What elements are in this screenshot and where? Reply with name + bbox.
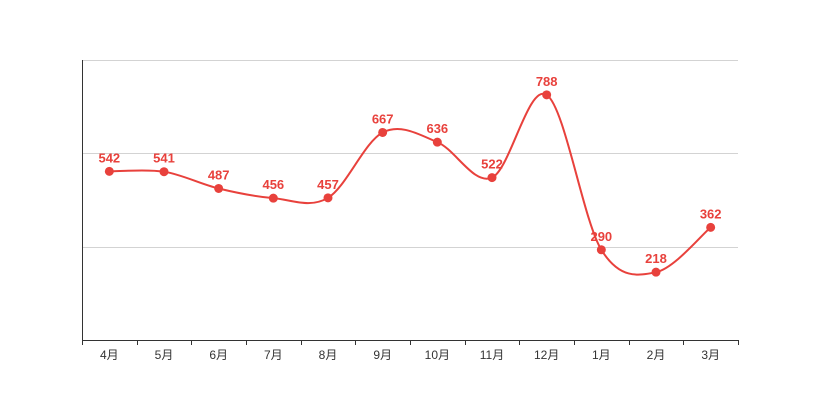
x-tick-label: 8月 — [319, 348, 338, 362]
data-label: 542 — [98, 150, 120, 165]
data-point[interactable] — [214, 183, 224, 193]
series-layer — [104, 90, 716, 277]
x-tick-label: 7月 — [264, 348, 283, 362]
data-label-layer: 542 541 487 456 457 667 636 522 788 290 218 362 — [98, 74, 721, 266]
x-tick-label: 11月 — [480, 348, 504, 362]
data-label: 457 — [317, 177, 339, 192]
data-label: 456 — [262, 177, 284, 192]
data-label: 667 — [372, 111, 394, 126]
x-tick-label: 2月 — [647, 348, 666, 362]
data-point[interactable] — [268, 193, 278, 203]
data-label: 541 — [153, 151, 175, 166]
data-point[interactable] — [432, 137, 442, 147]
x-tick-label: 4月 — [100, 348, 119, 362]
data-label: 487 — [208, 167, 230, 182]
x-tick-label: 1月 — [592, 348, 611, 362]
data-label: 636 — [426, 121, 448, 136]
data-point[interactable] — [323, 193, 333, 203]
data-point[interactable] — [596, 245, 606, 255]
grid-layer — [82, 60, 738, 248]
data-point[interactable] — [651, 267, 661, 277]
x-tick-label: 12月 — [534, 348, 559, 362]
data-point[interactable] — [706, 222, 716, 232]
x-tick-label: 10月 — [425, 348, 450, 362]
data-point[interactable] — [159, 167, 169, 177]
axis-layer: 4月 5月 6月 7月 8月 9月 10月 11月 12月 1月 2月 3月 — [82, 60, 739, 362]
x-tick-label: 9月 — [373, 348, 392, 362]
data-point[interactable] — [487, 173, 497, 183]
data-label: 362 — [700, 206, 722, 221]
data-label: 218 — [645, 251, 667, 266]
data-point[interactable] — [378, 127, 388, 137]
x-tick-label: 6月 — [209, 348, 228, 362]
data-label: 290 — [590, 229, 612, 244]
data-label: 522 — [481, 157, 503, 172]
x-tick-label: 5月 — [155, 348, 174, 362]
data-point[interactable] — [542, 90, 552, 100]
data-point[interactable] — [104, 166, 114, 176]
x-tick-label: 3月 — [701, 348, 720, 362]
data-label: 788 — [536, 74, 558, 89]
